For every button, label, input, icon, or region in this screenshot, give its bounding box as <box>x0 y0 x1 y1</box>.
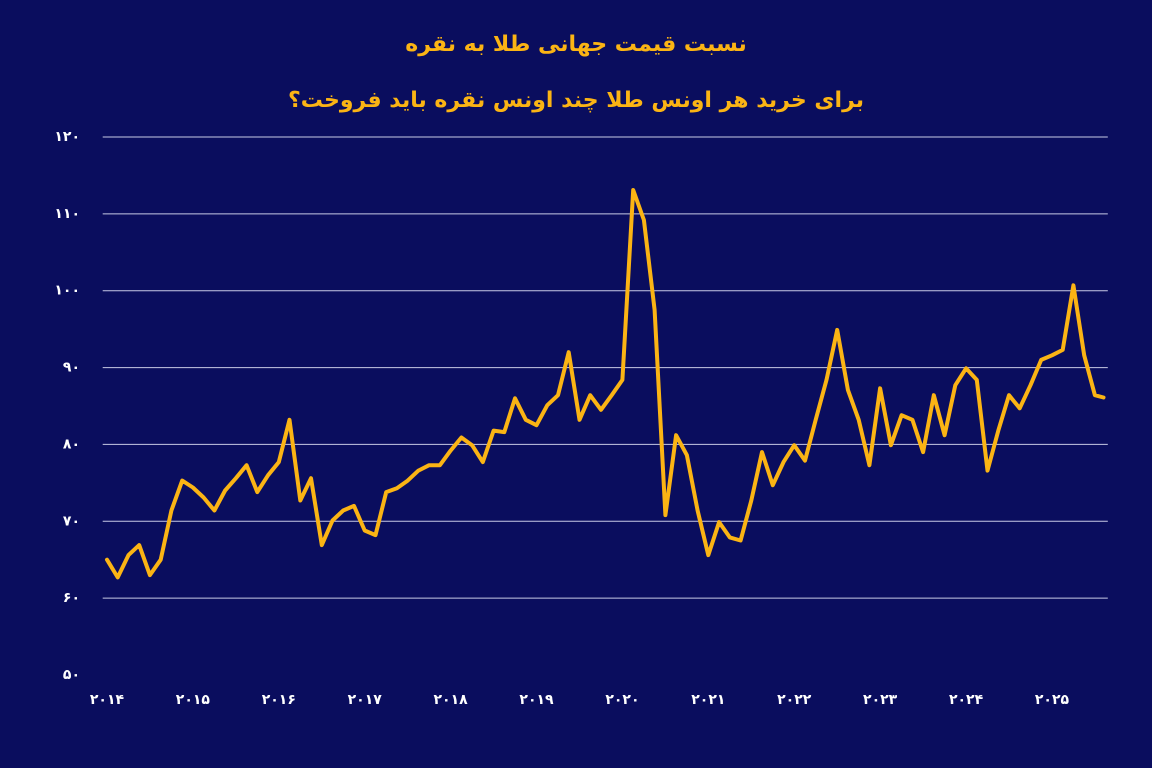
x-tick-label: ۲۰۱۹ <box>519 692 554 708</box>
chart-subtitle: برای خرید هر اونس طلا چند اونس نقره باید… <box>288 88 864 113</box>
x-tick-label: ۲۰۱۸ <box>434 692 469 708</box>
y-tick-label: ۷۰ <box>63 513 80 529</box>
x-tick-label: ۲۰۱۴ <box>90 692 125 708</box>
chart-title: نسبت قیمت جهانی طلا به نقره <box>405 32 747 57</box>
x-tick-label: ۲۰۲۵ <box>1035 692 1070 708</box>
y-tick-label: ۱۲۰ <box>54 129 80 145</box>
x-tick-label: ۲۰۱۵ <box>176 692 211 708</box>
x-tick-label: ۲۰۲۲ <box>777 692 812 708</box>
x-tick-label: ۲۰۲۳ <box>863 692 898 708</box>
y-tick-label: ۵۰ <box>63 667 80 683</box>
y-tick-label: ۸۰ <box>63 436 80 452</box>
y-tick-label: ۱۰۰ <box>54 283 80 299</box>
x-tick-label: ۲۰۱۶ <box>262 692 296 708</box>
y-tick-label: ۱۱۰ <box>54 206 80 222</box>
y-tick-label: ۶۰ <box>63 590 80 606</box>
data-line <box>105 188 1106 580</box>
x-tick-label: ۲۰۱۷ <box>348 692 383 708</box>
x-tick-label: ۲۰۲۴ <box>949 692 984 708</box>
x-tick-label: ۲۰۲۰ <box>605 692 639 708</box>
y-tick-label: ۹۰ <box>63 360 80 376</box>
x-tick-label: ۲۰۲۱ <box>691 692 725 708</box>
